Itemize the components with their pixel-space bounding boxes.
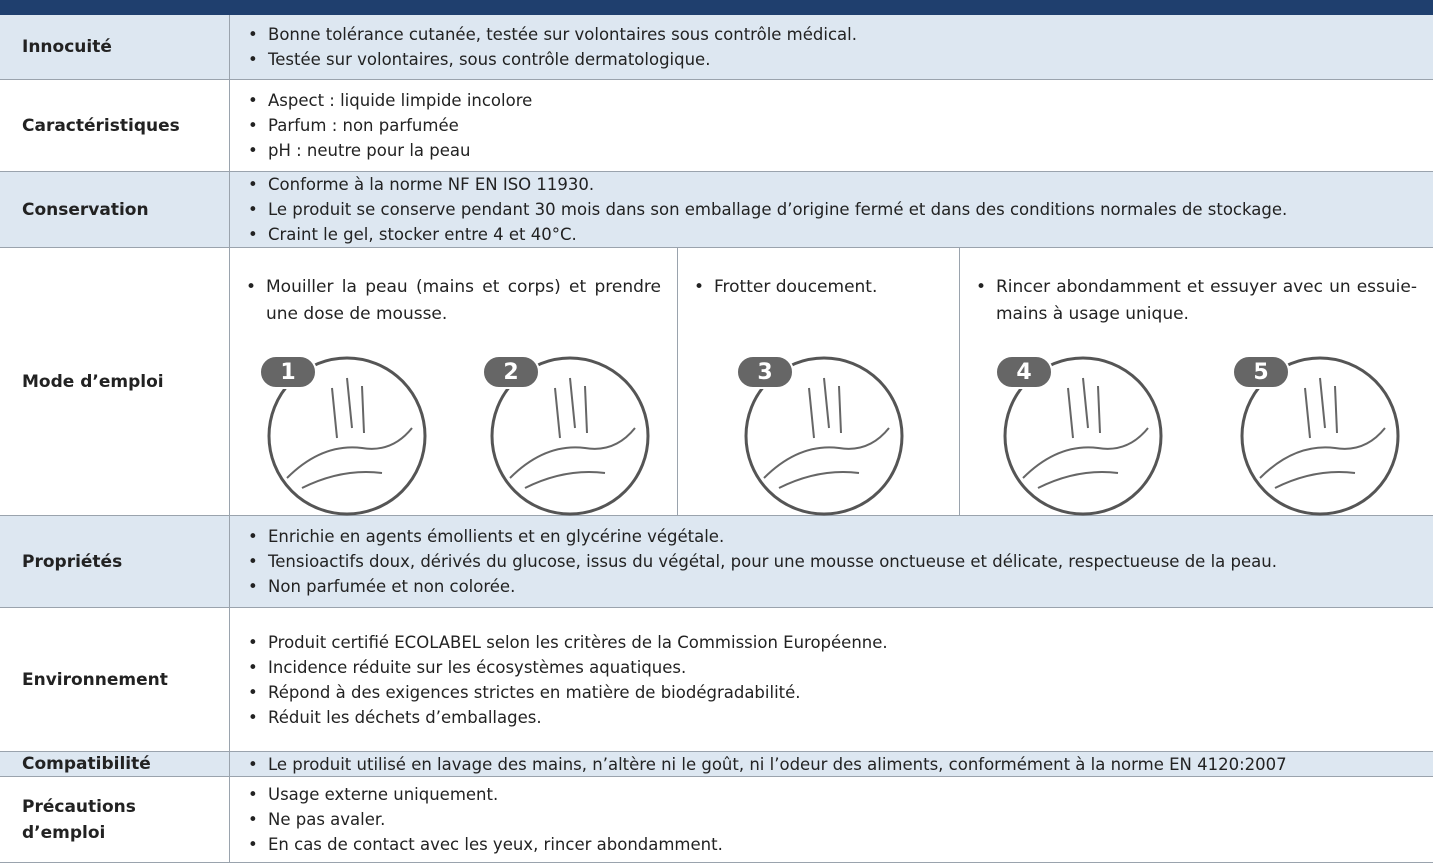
step-icons: 3 <box>678 348 959 518</box>
step-number: 4 <box>1017 360 1032 385</box>
bullet-item: Réduit les déchets d’emballages. <box>248 705 1433 730</box>
step-icon: 1 <box>258 355 427 516</box>
icon-circle <box>490 356 650 516</box>
step-text: Rincer abondamment et essuyer avec un es… <box>976 274 1417 328</box>
bullet-item: Aspect : liquide limpide incolore <box>248 88 1433 113</box>
table-row: ConservationConforme à la norme NF EN IS… <box>0 172 1433 248</box>
bullet-item: Enrichie en agents émollients et en glyc… <box>248 524 1433 549</box>
step-icon: 5 <box>1231 355 1400 516</box>
bullet-item: Tensioactifs doux, dérivés du glucose, i… <box>248 549 1433 574</box>
icon-circle <box>744 356 903 516</box>
row-content: Le produit utilisé en lavage des mains, … <box>230 752 1433 777</box>
step-badge <box>1231 355 1290 389</box>
bullet-item: En cas de contact avec les yeux, rincer … <box>248 832 1433 857</box>
bullet-item: Le produit se conserve pendant 30 mois d… <box>248 197 1433 222</box>
icon-circle <box>1003 356 1163 516</box>
hand-sketch <box>1259 377 1386 489</box>
row-label: Propriétés <box>0 516 230 607</box>
row-label: Innocuité <box>0 15 230 79</box>
step-text: Mouiller la peau (mains et corps) et pre… <box>246 274 661 328</box>
row-label: Environnement <box>0 608 230 751</box>
steps: Mouiller la peau (mains et corps) et pre… <box>230 248 1433 518</box>
table-row: Mode d’emploi Mouiller la peau (mains et … <box>0 248 1433 516</box>
table-row: Compatibilité Le produit utilisé en lavag… <box>0 752 1433 777</box>
hand-sketch <box>762 377 890 489</box>
bullet-item: Craint le gel, stocker entre 4 et 40°C. <box>248 222 1433 247</box>
step-icon: 4 <box>995 355 1163 516</box>
row-label: Mode d’emploi <box>0 248 230 515</box>
bullet-item: Ne pas avaler. <box>248 807 1433 832</box>
row-content: Produit certifié ECOLABEL selon les crit… <box>230 608 1433 751</box>
step-number: 2 <box>504 360 519 385</box>
row-content: Conforme à la norme NF EN ISO 11930.Le p… <box>230 172 1433 247</box>
row-label: Précautions d’emploi <box>0 777 230 862</box>
step-text: Frotter doucement. <box>694 274 943 301</box>
step-badge <box>482 355 541 389</box>
row-label: Caractéristiques <box>0 80 230 171</box>
table-row: Précautions d’emploiUsage externe unique… <box>0 777 1433 863</box>
hand-sketch <box>286 377 413 489</box>
step-badge <box>258 355 317 389</box>
icon-circle <box>267 356 427 516</box>
step-icon: 2 <box>482 355 650 516</box>
step-cell: Rincer abondamment et essuyer avec un es… <box>960 248 1433 518</box>
table-row: Innocuité Bonne tolérance cutanée, testée… <box>0 15 1433 80</box>
bullet-item: Le produit utilisé en lavage des mains, … <box>248 752 1433 777</box>
step-badge <box>995 355 1054 389</box>
row-label: Conservation <box>0 172 230 247</box>
bullet-item: Usage externe uniquement. <box>248 782 1433 807</box>
table-row: Environnement Produit certifié ECOLABEL s… <box>0 608 1433 752</box>
step-badge <box>735 355 794 389</box>
step-icon: 3 <box>735 355 903 516</box>
table-row: CaractéristiquesAspect : liquide limpide… <box>0 80 1433 172</box>
hand-sketch <box>1022 377 1150 489</box>
header-bar <box>0 0 1433 15</box>
step-cell: Mouiller la peau (mains et corps) et pre… <box>230 248 678 518</box>
row-content: Enrichie en agents émollients et en glyc… <box>230 516 1433 607</box>
step-number: 3 <box>757 360 772 385</box>
bullet-item: Parfum : non parfumée <box>248 113 1433 138</box>
bullet-item: Conforme à la norme NF EN ISO 11930. <box>248 172 1433 197</box>
table-row: Propriétés Enrichie en agents émollients … <box>0 516 1433 608</box>
bullet-item: Répond à des exigences strictes en matiè… <box>248 680 1433 705</box>
icon-circle <box>1240 356 1400 516</box>
hand-sketch <box>509 377 637 489</box>
bullet-item: Bonne tolérance cutanée, testée sur volo… <box>248 22 1433 47</box>
row-content: Usage externe uniquement.Ne pas avaler.E… <box>230 777 1433 862</box>
bullet-item: Produit certifié ECOLABEL selon les crit… <box>248 630 1433 655</box>
bullet-item: Testée sur volontaires, sous contrôle de… <box>248 47 1433 72</box>
row-label: Compatibilité <box>0 752 230 776</box>
bullet-item: Non parfumée et non colorée. <box>248 574 1433 599</box>
bullet-item: pH : neutre pour la peau <box>248 138 1433 163</box>
bullet-item: Incidence réduite sur les écosystèmes aq… <box>248 655 1433 680</box>
step-number: 5 <box>1253 360 1268 385</box>
step-cell: Frotter doucement. 3 <box>678 248 960 518</box>
row-content: Bonne tolérance cutanée, testée sur volo… <box>230 15 1433 79</box>
row-content: Aspect : liquide limpide incoloreParfum … <box>230 80 1433 171</box>
step-number: 1 <box>280 360 295 385</box>
